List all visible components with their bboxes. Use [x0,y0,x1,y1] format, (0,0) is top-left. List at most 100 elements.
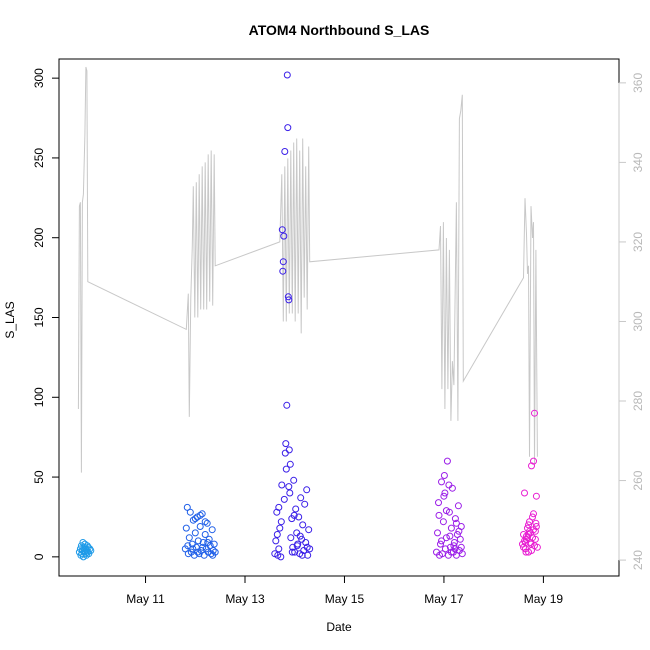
y-tick-label: 50 [32,470,46,484]
data-point [439,518,447,526]
y-tick-label: 0 [32,553,46,560]
data-point [529,513,536,521]
data-point [531,535,539,543]
data-point [531,409,538,417]
data-point [191,529,199,537]
data-point [292,505,300,513]
data-point [447,524,455,532]
data-point [280,232,288,240]
data-point [196,511,204,519]
y2-tick-label: 340 [631,152,645,172]
data-point [440,472,448,479]
data-point [285,296,293,304]
data-point [285,446,293,454]
data-point [204,539,212,546]
secondary-series-line [77,66,538,473]
y2-tick-label: 360 [631,73,645,93]
chart-title: ATOM4 Northbound S_LAS [249,22,430,38]
data-point [196,523,204,530]
data-point [287,534,295,542]
data-point [522,548,530,556]
data-point [275,503,283,511]
data-point [203,519,211,527]
data-point [279,258,287,266]
y2-tick-label: 260 [631,470,645,490]
data-point [451,515,459,523]
data-point [282,465,290,473]
y-axis-label: S_LAS [3,301,17,338]
data-point [191,515,199,523]
data-point [290,511,298,519]
data-point [182,524,190,532]
data-point [277,518,285,526]
data-point [437,540,444,548]
data-point [455,527,463,535]
data-point [443,457,451,465]
data-point [279,267,287,275]
data-point [454,502,462,510]
data-point [298,551,306,559]
data-point [277,553,285,561]
data-point [194,548,202,556]
y-tick-label: 250 [32,148,46,168]
data-point [205,535,213,543]
y-tick-label: 300 [32,68,46,88]
data-point [303,486,311,494]
data-point [283,71,291,79]
data-point [284,124,292,132]
data-point [209,551,217,559]
data-point [281,148,289,155]
data-point [524,534,531,542]
data-point [201,518,209,526]
data-point [451,545,459,553]
data-point [281,449,289,457]
x-axis: May 11 May 13 May 15 May 17 May 19 [126,575,564,606]
data-point [445,481,453,489]
data-point [194,537,202,545]
data-point [303,543,311,551]
data-point [525,531,532,538]
data-point [441,545,449,553]
data-point [208,526,216,534]
y2-tick-label: 240 [631,550,645,570]
data-point [285,483,293,491]
data-point [275,545,283,553]
x-tick-label: May 11 [126,592,165,606]
data-point [521,489,528,497]
data-point [456,535,464,543]
data-point [295,513,303,521]
data-point [299,521,307,529]
y-tick-label: 100 [32,387,46,407]
data-point [446,532,454,540]
x-axis-label: Date [326,620,352,634]
y2-tick-label: 300 [631,311,645,331]
data-point [296,532,304,540]
data-point [278,481,286,489]
data-point [438,478,445,486]
data-point [302,539,310,546]
data-point [186,508,194,516]
data-point [532,492,540,500]
x-tick-label: May 19 [524,592,564,606]
data-point [282,440,290,448]
data-point [199,539,207,546]
data-point [185,534,193,542]
secondary-line-group [77,66,538,473]
data-point [525,521,532,529]
data-points-group [75,71,541,561]
data-point [301,500,309,508]
secondary-y-axis: 240 260 280 300 320 340 360 [618,73,645,570]
data-point [452,519,460,527]
y-tick-label: 150 [32,307,46,327]
data-point [286,460,294,468]
data-point [276,524,284,532]
data-point [457,543,465,551]
x-tick-label: May 15 [325,592,365,606]
data-point [288,548,296,556]
data-point [530,526,537,534]
data-point [283,401,291,409]
data-point [86,545,94,553]
data-point [532,519,540,527]
data-point [530,510,537,518]
